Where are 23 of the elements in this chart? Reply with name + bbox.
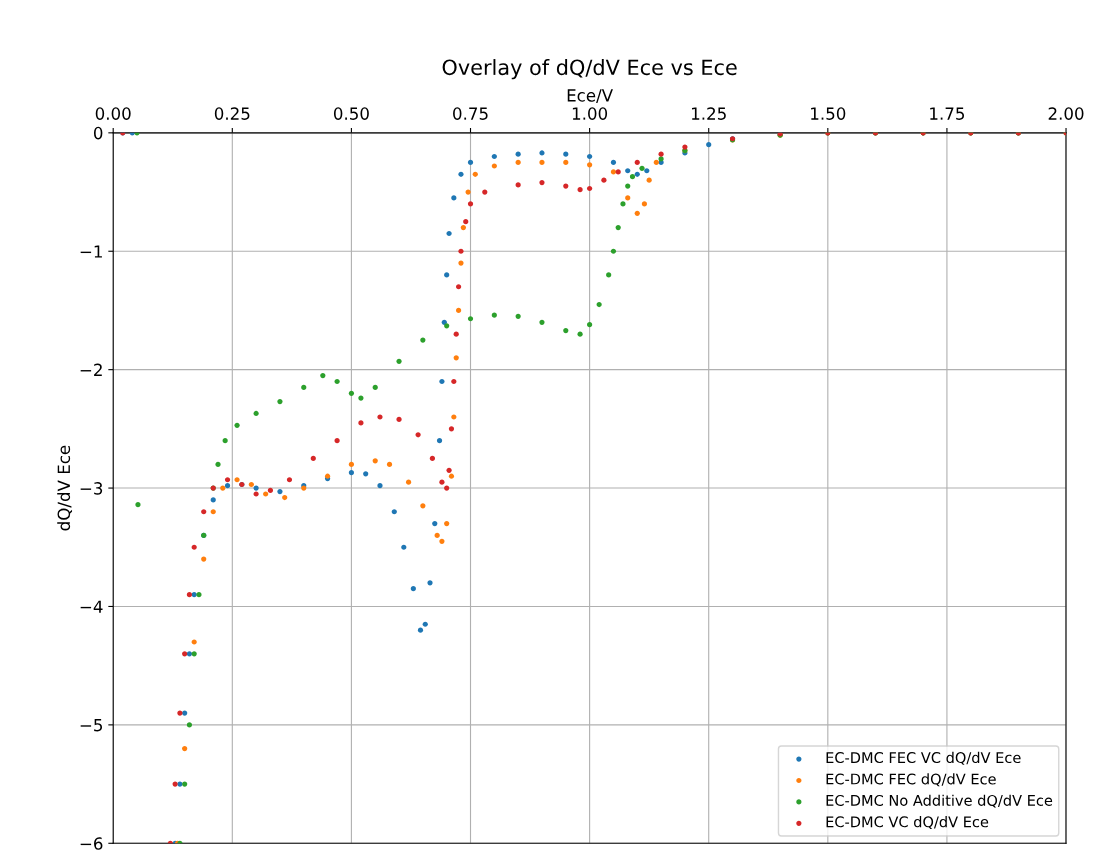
legend-label: EC-DMC FEC dQ/dV Ece — [826, 773, 996, 787]
x-tick-label: 1.25 — [691, 107, 726, 120]
y-axis-title: dQ/dV Ece — [57, 445, 73, 531]
x-axis-title: Ece/V — [567, 89, 613, 103]
y-tick-label: 0 — [93, 126, 103, 140]
y-tick-label: −6 — [80, 837, 103, 850]
legend-label: EC-DMC FEC VC dQ/dV Ece — [826, 751, 1021, 765]
legend-label: EC-DMC No Additive dQ/dV Ece — [826, 794, 1053, 808]
y-tick-label: −2 — [80, 363, 102, 376]
x-tick-label: 0.50 — [333, 107, 369, 120]
x-tick-label: 1.50 — [811, 107, 846, 120]
y-tick-label: −5 — [80, 719, 103, 732]
legend-label: EC-DMC VC dQ/dV Ece — [826, 816, 989, 830]
y-tick-label: −4 — [80, 600, 103, 613]
y-tick-label: −3 — [80, 482, 103, 495]
y-tick-label: −1 — [80, 245, 102, 258]
x-tick-label: 1.75 — [930, 107, 965, 120]
x-tick-label: 0.00 — [95, 107, 131, 120]
x-tick-label: 0.25 — [214, 107, 250, 120]
x-tick-label: 0.75 — [453, 107, 488, 120]
chart-title: Overlay of dQ/dV Ece vs Ece — [442, 59, 737, 80]
x-tick-label: 1.00 — [572, 107, 608, 120]
x-tick-label: 2.00 — [1048, 107, 1084, 120]
